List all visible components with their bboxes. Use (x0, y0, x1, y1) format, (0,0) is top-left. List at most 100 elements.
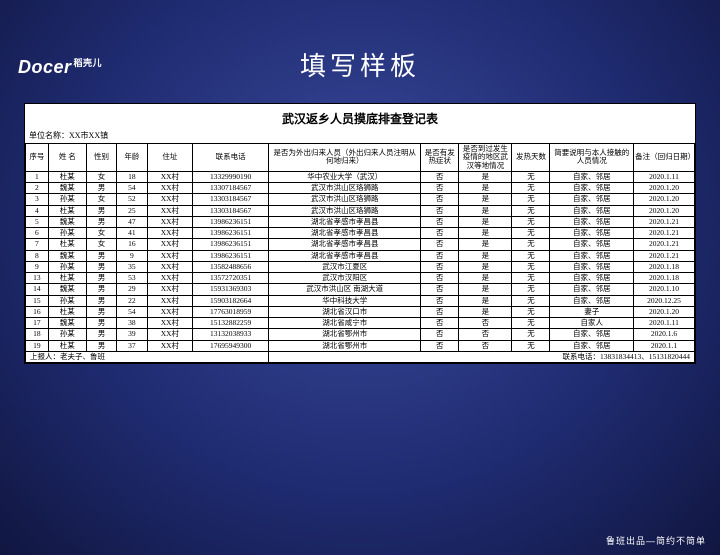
table-cell: 无 (512, 340, 550, 351)
table-cell: 2020.1.11 (634, 318, 695, 329)
table-cell: 无 (512, 284, 550, 295)
table-cell: 否 (459, 329, 512, 340)
table-cell: 武汉市洪山区珞狮路 (269, 194, 421, 205)
table-cell: 是 (459, 239, 512, 250)
table-cell: 男 (86, 340, 116, 351)
table-cell: XX村 (147, 228, 193, 239)
table-row: 4杜某男25XX村13303184567武汉市洪山区珞狮路否是无自家、邻居202… (26, 205, 695, 216)
table-cell: 13307184567 (193, 183, 269, 194)
table-cell: 2020.1.20 (634, 194, 695, 205)
table-cell: 是 (459, 250, 512, 261)
table-cell: 否 (421, 329, 459, 340)
table-cell: 13582488656 (193, 261, 269, 272)
table-cell: 15931369303 (193, 284, 269, 295)
table-cell: 29 (117, 284, 147, 295)
table-cell: 2020.1.21 (634, 216, 695, 227)
table-cell: 16 (26, 306, 49, 317)
table-cell: 无 (512, 205, 550, 216)
table-cell: 否 (421, 273, 459, 284)
unit-line: 单位名称：XX市XX镇 (25, 129, 695, 143)
table-cell: 是 (459, 216, 512, 227)
table-cell: 男 (86, 295, 116, 306)
table-cell: 男 (86, 250, 116, 261)
table-cell: 自家、邻居 (550, 329, 634, 340)
table-cell: 16 (117, 239, 147, 250)
table-cell: XX村 (147, 250, 193, 261)
table-cell: 湖北省孝感市孝昌县 (269, 216, 421, 227)
footer-credit: 鲁班出品—简约不简单 (606, 534, 706, 547)
contact-cell: 联系电话：13831834413、15131820444 (269, 351, 695, 362)
table-cell: 2020.1.10 (634, 284, 695, 295)
col-header: 联系电话 (193, 144, 269, 172)
table-cell: 湖北省鄂州市 (269, 340, 421, 351)
table-cell: XX村 (147, 295, 193, 306)
table-cell: 1 (26, 171, 49, 182)
brand-logo: Docer稻壳儿 (18, 56, 102, 78)
table-cell: 自家、邻居 (550, 340, 634, 351)
table-cell: 武汉市汉阳区 (269, 273, 421, 284)
table-cell: 男 (86, 183, 116, 194)
table-cell: 自家、邻居 (550, 284, 634, 295)
table-cell: 华中科技大学 (269, 295, 421, 306)
table-cell: 9 (26, 261, 49, 272)
table-cell: 41 (117, 228, 147, 239)
table-cell: 女 (86, 228, 116, 239)
table-cell: 自家、邻居 (550, 194, 634, 205)
table-cell: 否 (421, 250, 459, 261)
logo-en: Docer (18, 57, 72, 77)
table-cell: 7 (26, 239, 49, 250)
table-cell: 无 (512, 261, 550, 272)
table-cell: 2020.1.20 (634, 183, 695, 194)
table-cell: 无 (512, 228, 550, 239)
table-cell: 魏某 (48, 318, 86, 329)
table-cell: 女 (86, 171, 116, 182)
table-cell: 14 (26, 284, 49, 295)
table-row: 14魏某男29XX村15931369303武汉市洪山区 南湖大道否是无自家、邻居… (26, 284, 695, 295)
table-cell: 杜某 (48, 239, 86, 250)
table-row: 2魏某男54XX村13307184567武汉市洪山区珞狮路否是无自家、邻居202… (26, 183, 695, 194)
table-cell: 否 (421, 318, 459, 329)
registration-table: 序号姓 名性别年龄住址联系电话是否为外出归来人员（外出归来人员注明从何地归来）是… (25, 143, 695, 363)
table-cell: 15 (26, 295, 49, 306)
table-cell: 男 (86, 284, 116, 295)
table-cell: 武汉市洪山区珞狮路 (269, 205, 421, 216)
table-cell: 15132882259 (193, 318, 269, 329)
table-cell: 武汉市洪山区珞狮路 (269, 183, 421, 194)
table-cell: 无 (512, 295, 550, 306)
col-header: 备注（回归日期） (634, 144, 695, 172)
logo-cn: 稻壳儿 (74, 58, 103, 68)
table-cell: 53 (117, 273, 147, 284)
table-cell: 35 (117, 261, 147, 272)
table-cell: 37 (117, 340, 147, 351)
table-cell: 自家、邻居 (550, 295, 634, 306)
table-cell: 25 (117, 205, 147, 216)
table-row: 16杜某男54XX村17763018959湖北省汉口市否是无妻子2020.1.2… (26, 306, 695, 317)
table-cell: 2020.1.20 (634, 205, 695, 216)
table-cell: 否 (459, 340, 512, 351)
table-cell: 是 (459, 228, 512, 239)
slide-title: 填写样板 (0, 46, 720, 83)
table-cell: 自家、邻居 (550, 273, 634, 284)
table-cell: 湖北省孝感市孝昌县 (269, 228, 421, 239)
table-cell: 18 (26, 329, 49, 340)
table-cell: 47 (117, 216, 147, 227)
unit-value: XX市XX镇 (69, 131, 108, 140)
table-cell: 否 (421, 340, 459, 351)
table-cell: 2020.1.21 (634, 250, 695, 261)
table-cell: 13986236151 (193, 216, 269, 227)
table-cell: 自家、邻居 (550, 228, 634, 239)
table-cell: 否 (421, 261, 459, 272)
table-cell: XX村 (147, 340, 193, 351)
table-cell: 男 (86, 273, 116, 284)
table-cell: 4 (26, 205, 49, 216)
table-cell: 男 (86, 318, 116, 329)
table-cell: 54 (117, 183, 147, 194)
table-cell: 8 (26, 250, 49, 261)
table-cell: 男 (86, 306, 116, 317)
table-row: 18孙某男39XX村13132038933湖北省鄂州市否否无自家、邻居2020.… (26, 329, 695, 340)
table-cell: 男 (86, 216, 116, 227)
table-cell: 孙某 (48, 261, 86, 272)
table-cell: 13303184567 (193, 205, 269, 216)
table-cell: 孙某 (48, 295, 86, 306)
reporter-cell: 上报人：老夫子、鲁班 (26, 351, 269, 362)
